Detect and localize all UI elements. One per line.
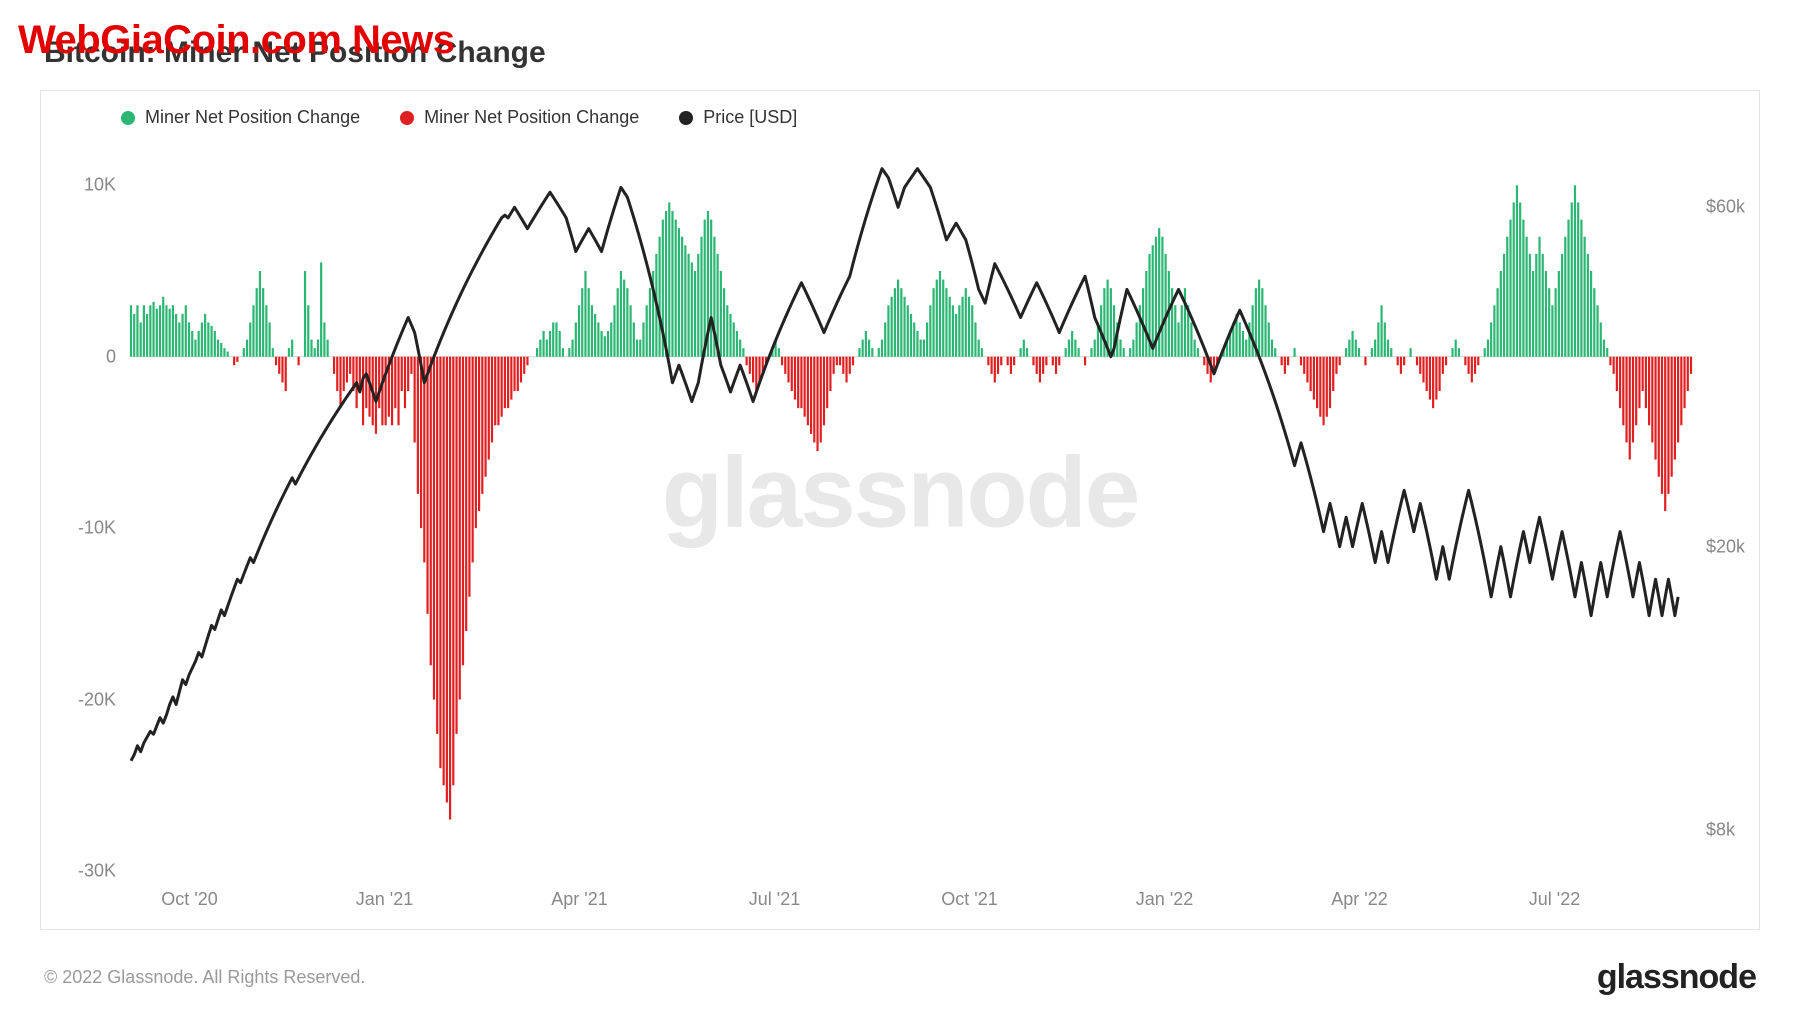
axis-tick-label: 0: [106, 346, 116, 367]
legend-dot-price: [679, 111, 693, 125]
axis-tick-label: $20k: [1706, 536, 1745, 557]
axis-tick-label: Jul '21: [749, 889, 800, 910]
axis-tick-label: Jan '21: [356, 889, 413, 910]
legend-dot-negative: [400, 111, 414, 125]
axis-tick-label: Jan '22: [1136, 889, 1193, 910]
axis-tick-label: 10K: [84, 175, 116, 196]
brand-logo-text: glassnode: [1597, 958, 1756, 997]
page: WebGiaCoin.com News Bitcoin: Miner Net P…: [0, 0, 1800, 1013]
axis-tick-label: Apr '22: [1331, 889, 1387, 910]
axis-tick-label: $8k: [1706, 819, 1735, 840]
legend-label-positive: Miner Net Position Change: [145, 107, 360, 128]
legend-item-price: Price [USD]: [679, 107, 797, 128]
axis-tick-label: Oct '20: [161, 889, 217, 910]
axis-tick-label: Oct '21: [941, 889, 997, 910]
legend-item-positive: Miner Net Position Change: [121, 107, 360, 128]
copyright-text: © 2022 Glassnode. All Rights Reserved.: [44, 967, 365, 988]
axis-tick-label: -30K: [78, 861, 116, 882]
chart-footer: © 2022 Glassnode. All Rights Reserved. g…: [40, 958, 1760, 997]
axis-tick-label: Apr '21: [551, 889, 607, 910]
legend-label-price: Price [USD]: [703, 107, 797, 128]
axis-tick-label: Jul '22: [1529, 889, 1580, 910]
axis-tick-label: -10K: [78, 518, 116, 539]
overlay-watermark-text: WebGiaCoin.com News: [18, 18, 455, 63]
axis-tick-label: $60k: [1706, 197, 1745, 218]
legend-dot-positive: [121, 111, 135, 125]
chart-container: Miner Net Position Change Miner Net Posi…: [40, 90, 1760, 930]
axis-tick-label: -20K: [78, 689, 116, 710]
chart-legend: Miner Net Position Change Miner Net Posi…: [121, 107, 797, 128]
legend-item-negative: Miner Net Position Change: [400, 107, 639, 128]
legend-label-negative: Miner Net Position Change: [424, 107, 639, 128]
chart-plot: [41, 91, 1761, 931]
